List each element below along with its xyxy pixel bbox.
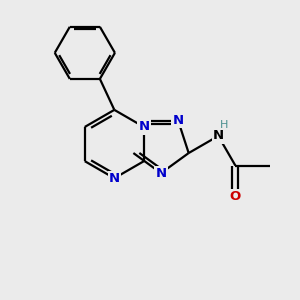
Text: N: N (138, 121, 149, 134)
Text: N: N (172, 114, 184, 127)
Text: H: H (219, 120, 228, 130)
Text: N: N (155, 167, 167, 180)
Text: N: N (213, 130, 224, 142)
Text: O: O (230, 190, 241, 203)
Text: N: N (109, 172, 120, 185)
